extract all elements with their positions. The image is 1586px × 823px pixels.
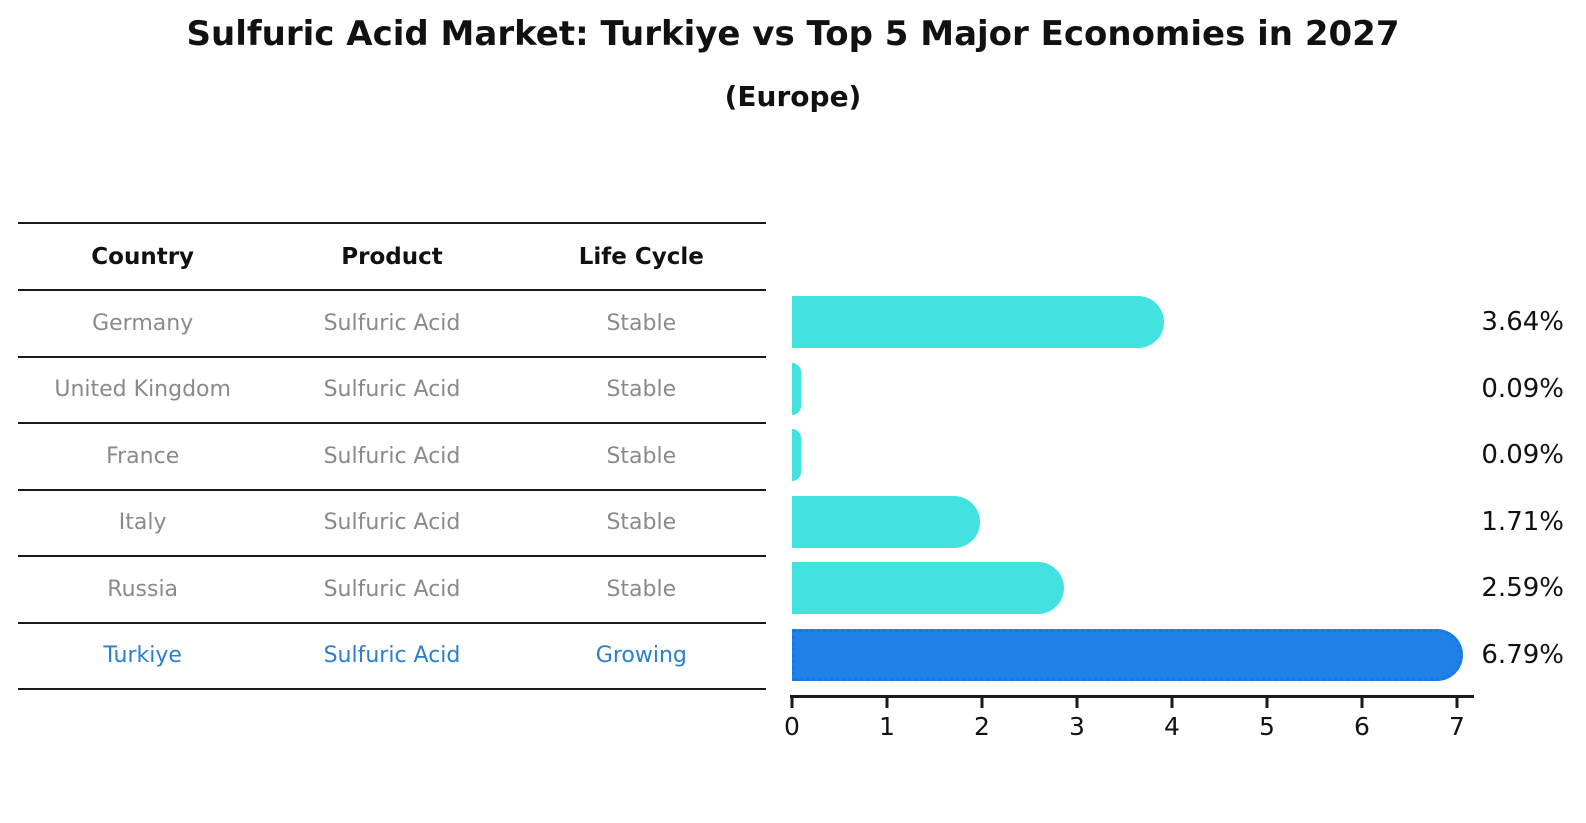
table-row-france: France Sulfuric Acid Stable [18, 424, 766, 491]
x-axis: 0 1 2 3 4 5 6 7 [784, 695, 1474, 745]
cell-life-cycle: Growing [595, 643, 687, 669]
header-cell-country: Country [91, 243, 195, 270]
bar-chart [792, 289, 1464, 689]
cell-product: Sulfuric Acid [323, 576, 461, 602]
bar-france [792, 429, 801, 481]
cell-life-cycle: Stable [606, 576, 677, 602]
bar-united-kingdom [792, 362, 801, 415]
tick-mark [1360, 698, 1364, 708]
value-label-russia: 2.59% [1481, 573, 1564, 603]
bar-row [792, 356, 1457, 423]
header-cell-life-cycle: Life Cycle [578, 243, 704, 270]
tick-label: 6 [1354, 712, 1370, 741]
cell-life-cycle: Stable [606, 310, 677, 336]
table-row-germany: Germany Sulfuric Acid Stable [18, 291, 766, 358]
value-label-italy: 1.71% [1481, 506, 1564, 537]
table-row-italy: Italy Sulfuric Acid Stable [18, 491, 766, 557]
bar-row [792, 489, 1457, 556]
chart-subtitle: (Europe) [724, 80, 862, 113]
bar-germany [792, 296, 1164, 348]
cell-country: Italy [118, 510, 167, 536]
tick-mark [1170, 698, 1174, 708]
cell-life-cycle: Stable [606, 377, 677, 403]
cell-product: Sulfuric Acid [323, 643, 461, 669]
tick-label: 7 [1449, 712, 1465, 741]
cell-country: France [106, 443, 180, 469]
value-labels: 3.64% 0.09% 0.09% 1.71% 2.59% 6.79% [1448, 289, 1564, 688]
value-label-turkiye: 6.79% [1481, 639, 1564, 670]
tick-label: 4 [1164, 712, 1180, 741]
cell-product: Sulfuric Acid [323, 510, 461, 536]
tick-label: 2 [974, 712, 990, 741]
table-row-united-kingdom: United Kingdom Sulfuric Acid Stable [18, 358, 766, 424]
country-table: Country Product Life Cycle Germany Sulfu… [18, 222, 766, 690]
tick-label: 0 [784, 712, 800, 741]
x-axis-line [790, 695, 1474, 698]
cell-country: Turkiye [103, 643, 182, 669]
bar-row [792, 622, 1464, 689]
tick-mark [790, 698, 794, 708]
bar-italy [792, 495, 981, 548]
table-row-turkiye: Turkiye Sulfuric Acid Growing [18, 624, 766, 690]
value-label-united-kingdom: 0.09% [1481, 373, 1564, 404]
tick-mark [980, 698, 984, 708]
value-label-france: 0.09% [1481, 440, 1564, 470]
header-cell-product: Product [341, 243, 443, 270]
tick-label: 3 [1069, 712, 1085, 741]
cell-product: Sulfuric Acid [323, 443, 461, 469]
bar-russia [792, 562, 1065, 614]
bar-row [792, 422, 1457, 489]
value-label-germany: 3.64% [1481, 307, 1564, 337]
tick-label: 5 [1259, 712, 1275, 741]
cell-country: Russia [107, 576, 179, 602]
cell-country: Germany [92, 310, 194, 336]
table-row-russia: Russia Sulfuric Acid Stable [18, 557, 766, 624]
tick-mark [1265, 698, 1269, 708]
tick-mark [1075, 698, 1079, 708]
bar-row [792, 555, 1457, 622]
cell-life-cycle: Stable [606, 510, 677, 536]
chart-title: Sulfuric Acid Market: Turkiye vs Top 5 M… [186, 14, 1400, 54]
tick-label: 1 [879, 712, 895, 741]
tick-mark [885, 698, 889, 708]
cell-product: Sulfuric Acid [323, 377, 461, 403]
bar-turkiye [792, 628, 1464, 681]
bar-row [792, 289, 1457, 356]
cell-country: United Kingdom [54, 377, 231, 403]
tick-mark [1455, 698, 1459, 708]
table-header-row: Country Product Life Cycle [18, 224, 766, 291]
cell-life-cycle: Stable [606, 443, 677, 469]
cell-product: Sulfuric Acid [323, 310, 461, 336]
